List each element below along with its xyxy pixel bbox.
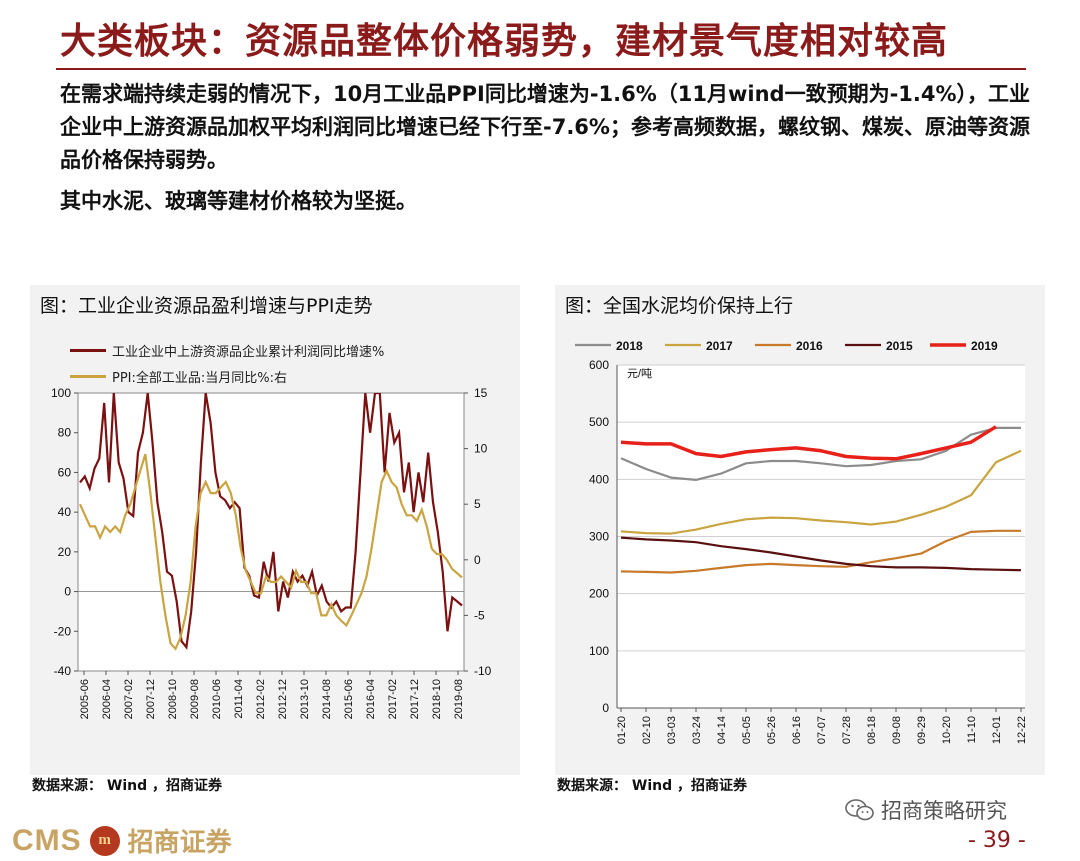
series-line-2016 <box>620 529 1021 574</box>
x-tick-label: 2013-10 <box>299 679 311 719</box>
profit-ppi-chart-panel: 图：工业企业资源品盈利增速与PPI走势 工业企业中上游资源品企业累计利润同比增速… <box>30 285 520 775</box>
page-number: - 39 - <box>968 828 1026 853</box>
y2-tick-label: -10 <box>474 664 492 678</box>
logo-badge-icon: m <box>89 825 120 856</box>
x-tick-label: 03-03 <box>666 716 678 744</box>
x-tick-label: 01-20 <box>616 716 628 744</box>
series-line-2017 <box>620 449 1022 535</box>
ppi-line <box>78 453 463 651</box>
x-tick-label: 2007-02 <box>123 679 135 719</box>
legend-label-2018: 2018 <box>616 339 643 353</box>
legend-item-ppi: PPI:全部工业品:当月同比%:右 <box>70 367 287 386</box>
x-tick-label: 12-22 <box>1016 716 1028 744</box>
x-tick-label: 2006-04 <box>101 679 113 719</box>
y-tick-label: 600 <box>589 358 609 372</box>
title-divider <box>56 68 1026 70</box>
chart-source: 数据来源： Wind ，招商证券 <box>557 778 747 794</box>
x-tick-label: 2017-02 <box>387 679 399 719</box>
x-tick-label: 2005-06 <box>79 679 91 719</box>
y-tick-label: -20 <box>54 624 72 638</box>
y2-tick-label: 5 <box>474 497 481 511</box>
slide-title: 大类板块：资源品整体价格弱势，建材景气度相对较高 <box>60 21 949 62</box>
plot-area <box>77 392 465 672</box>
legend-label-2015: 2015 <box>886 339 913 353</box>
y2-tick-label: 0 <box>474 553 481 567</box>
x-tick-label: 02-10 <box>641 716 653 744</box>
legend-swatch <box>70 375 106 378</box>
legend-swatch <box>70 349 106 352</box>
y2-tick-label: -5 <box>474 608 485 622</box>
x-tick-label: 2009-08 <box>189 679 201 719</box>
x-tick-label: 2014-08 <box>321 679 333 719</box>
y-tick-label: 300 <box>589 530 609 544</box>
y-tick-label: 80 <box>58 426 72 440</box>
legend-label: 工业企业中上游资源品企业累计利润同比增速% <box>112 345 385 360</box>
x-tick-label: 2010-06 <box>211 679 223 719</box>
x-tick-label: 07-28 <box>841 716 853 744</box>
logo-chinese-name: 招商证券 <box>127 828 232 858</box>
x-tick-label: 2019-08 <box>453 679 465 719</box>
profit-ppi-line-chart: 100 80 60 40 20 0 -20 -40 15 10 5 0 -5 -10 2005-06 2006… <box>51 386 492 719</box>
x-tick-label: 10-20 <box>941 716 953 744</box>
y-tick-label: -40 <box>54 664 72 678</box>
x-tick-label: 05-26 <box>766 716 778 744</box>
x-tick-label: 09-29 <box>916 716 928 744</box>
summary-paragraph-2: 其中水泥、玻璃等建材价格较为坚挺。 <box>60 189 417 213</box>
x-tick-label: 07-07 <box>816 716 828 744</box>
x-tick-label: 04-14 <box>716 716 728 744</box>
x-tick-label: 2008-10 <box>167 679 179 719</box>
y-unit-label: 元/吨 <box>627 367 652 380</box>
chart-heading: 图：工业企业资源品盈利增速与PPI走势 <box>40 295 373 317</box>
legend-label-2017: 2017 <box>706 339 733 353</box>
legend-label: PPI:全部工业品:当月同比%:右 <box>112 371 288 386</box>
chart-heading: 图：全国水泥均价保持上行 <box>565 295 794 317</box>
y-tick-label: 60 <box>58 465 72 479</box>
series-line-2015 <box>620 536 1022 572</box>
y-tick-label: 200 <box>589 587 609 601</box>
x-tick-label: 2018-10 <box>431 679 443 719</box>
x-tick-label: 11-10 <box>966 716 978 743</box>
profit-growth-line <box>79 393 463 650</box>
x-tick-label: 2012-12 <box>277 679 289 719</box>
x-tick-label: 12-01 <box>991 716 1003 744</box>
x-tick-label: 05-05 <box>741 716 753 744</box>
legend-item-profit: 工业企业中上游资源品企业累计利润同比增速% <box>70 341 384 360</box>
y2-tick-label: 10 <box>474 442 488 456</box>
legend-label-2019: 2019 <box>971 339 998 353</box>
chart-source: 数据来源： Wind ，招商证券 <box>32 778 222 794</box>
logo-text: CMS <box>12 823 82 857</box>
x-tick-label: 2016-04 <box>365 679 377 719</box>
y-tick-label: 0 <box>64 585 71 599</box>
x-tick-label: 09-08 <box>891 716 903 744</box>
y-tick-label: 20 <box>58 545 72 559</box>
x-tick-label: 06-16 <box>791 716 803 744</box>
cms-logo: CMS m 招商证券 <box>12 822 232 859</box>
x-tick-label: 08-18 <box>866 716 878 744</box>
watermark-text: 招商策略研究 <box>881 799 1007 823</box>
cement-price-line-chart: 600 500 400 300 200 100 0 元/吨 01-20 02-10 03-03 03-… <box>575 339 1028 744</box>
y-tick-label: 100 <box>51 386 71 400</box>
y-tick-label: 100 <box>589 644 609 658</box>
y-tick-label: 400 <box>589 472 609 486</box>
series-line-2019 <box>620 425 997 461</box>
x-tick-label: 2015-06 <box>343 679 355 719</box>
y-tick-label: 40 <box>58 505 72 519</box>
wechat-watermark: 招商策略研究 <box>845 795 1007 825</box>
y-tick-label: 0 <box>602 701 609 715</box>
legend-label-2016: 2016 <box>796 339 823 353</box>
y-tick-label: 500 <box>589 415 609 429</box>
x-tick-label: 2011-04 <box>233 679 245 719</box>
x-tick-label: 2007-12 <box>145 679 157 719</box>
x-tick-label: 2012-02 <box>255 679 267 719</box>
summary-paragraph: 在需求端持续走弱的情况下，10月工业品PPI同比增速为-1.6%（11月wind… <box>60 82 1031 172</box>
x-tick-label: 03-24 <box>691 716 703 744</box>
wechat-icon <box>845 799 874 821</box>
cement-price-chart-panel: 图：全国水泥均价保持上行 600 500 400 300 200 100 0 元/吨 01-20… <box>555 285 1045 775</box>
y2-tick-label: 15 <box>474 386 488 400</box>
x-tick-label: 2017-12 <box>409 679 421 719</box>
